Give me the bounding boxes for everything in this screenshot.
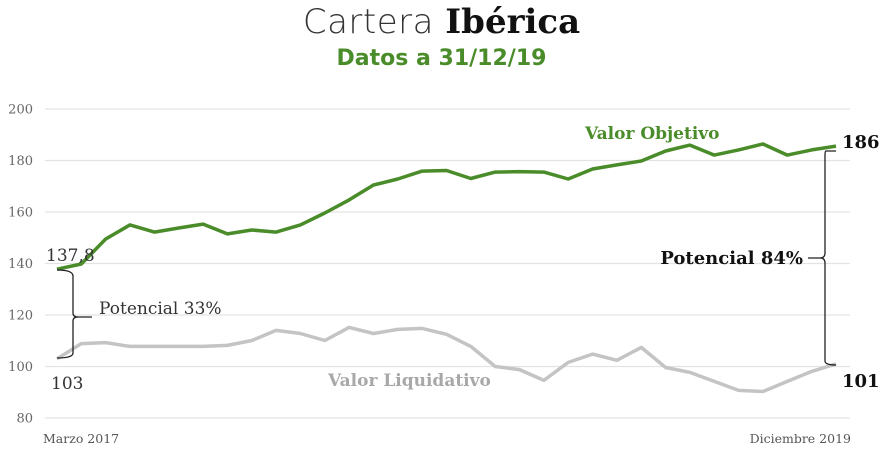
x-axis-end-label: Diciembre 2019 — [750, 431, 851, 446]
series-valor-liquidativo — [56, 325, 837, 394]
end-objetivo-value: 186 — [842, 132, 880, 153]
bracket-potencial-start — [56, 269, 92, 359]
title-bold: Ibérica — [445, 2, 581, 42]
y-tick-label: 200 — [8, 103, 33, 118]
potencial-start-label: Potencial 33% — [99, 299, 222, 319]
y-tick-label: 100 — [8, 360, 33, 375]
chart-title: Cartera Ibérica — [0, 2, 883, 42]
y-axis-labels: 80 100 120 140 160 180 200 — [8, 103, 33, 427]
potencial-end-label: Potencial 84% — [660, 248, 803, 269]
label-valor-objetivo: Valor Objetivo — [584, 124, 720, 144]
y-tick-label: 80 — [16, 412, 33, 427]
series-valor-objetivo — [56, 142, 837, 271]
y-tick-label: 180 — [8, 154, 33, 169]
x-axis-start-label: Marzo 2017 — [43, 431, 119, 446]
start-objetivo-value: 137,8 — [46, 246, 95, 266]
y-tick-label: 160 — [8, 206, 33, 221]
start-liquidativo-value: 103 — [51, 374, 83, 394]
gridlines — [45, 108, 850, 419]
chart-subtitle: Datos a 31/12/19 — [336, 46, 547, 71]
label-valor-liquidativo: Valor Liquidativo — [327, 371, 491, 391]
end-liquidativo-value: 101 — [842, 371, 880, 392]
bracket-potencial-end — [808, 150, 837, 366]
title-light: Cartera — [302, 2, 446, 42]
y-tick-label: 140 — [8, 257, 33, 272]
y-tick-label: 120 — [8, 309, 33, 324]
